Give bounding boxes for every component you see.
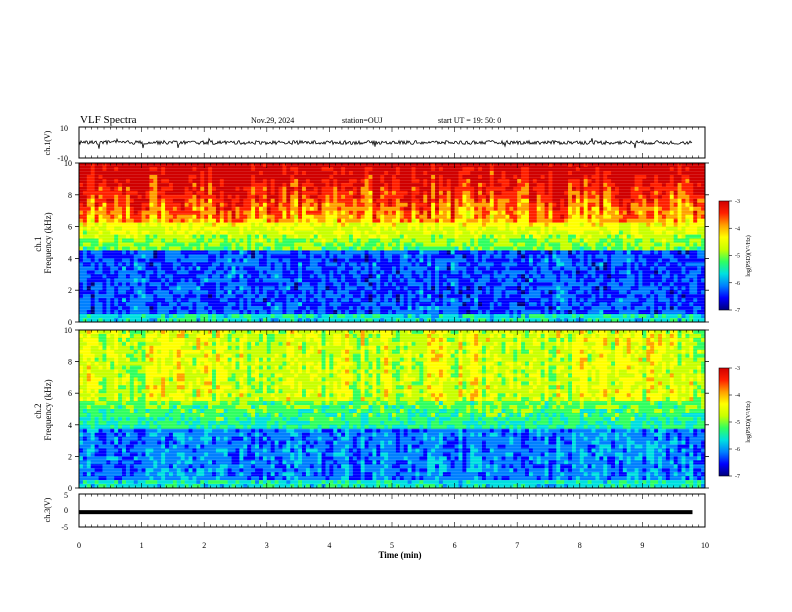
ch1-waveform-panel: 10 -10 ch.1(V) <box>43 124 706 163</box>
ch1-ytick-bottom: -10 <box>57 154 68 163</box>
ch1-ytick-top: 10 <box>60 124 68 133</box>
figure-title: VLF Spectra <box>80 114 137 126</box>
start-time-label: start UT = 19: 50: 0 <box>438 116 501 125</box>
figure-date: Nov.29, 2024 <box>251 116 294 125</box>
ch1-waveform-ylabel: ch.1(V) <box>43 130 52 155</box>
ch1-waveform-trace <box>78 137 693 149</box>
station-label: station=OUJ <box>342 116 383 125</box>
